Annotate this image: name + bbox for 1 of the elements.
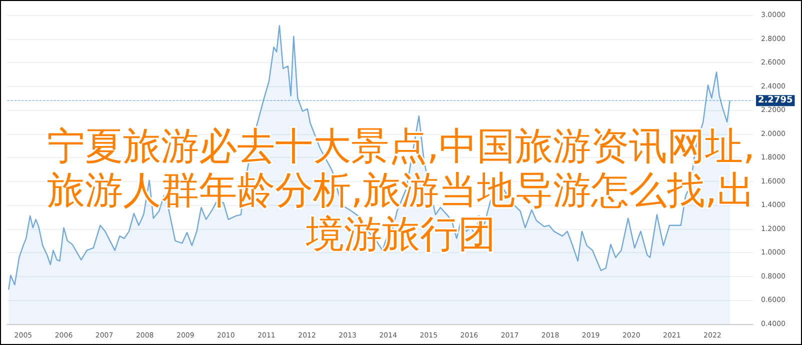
ref-line-label: 2.2795 [758,96,793,106]
